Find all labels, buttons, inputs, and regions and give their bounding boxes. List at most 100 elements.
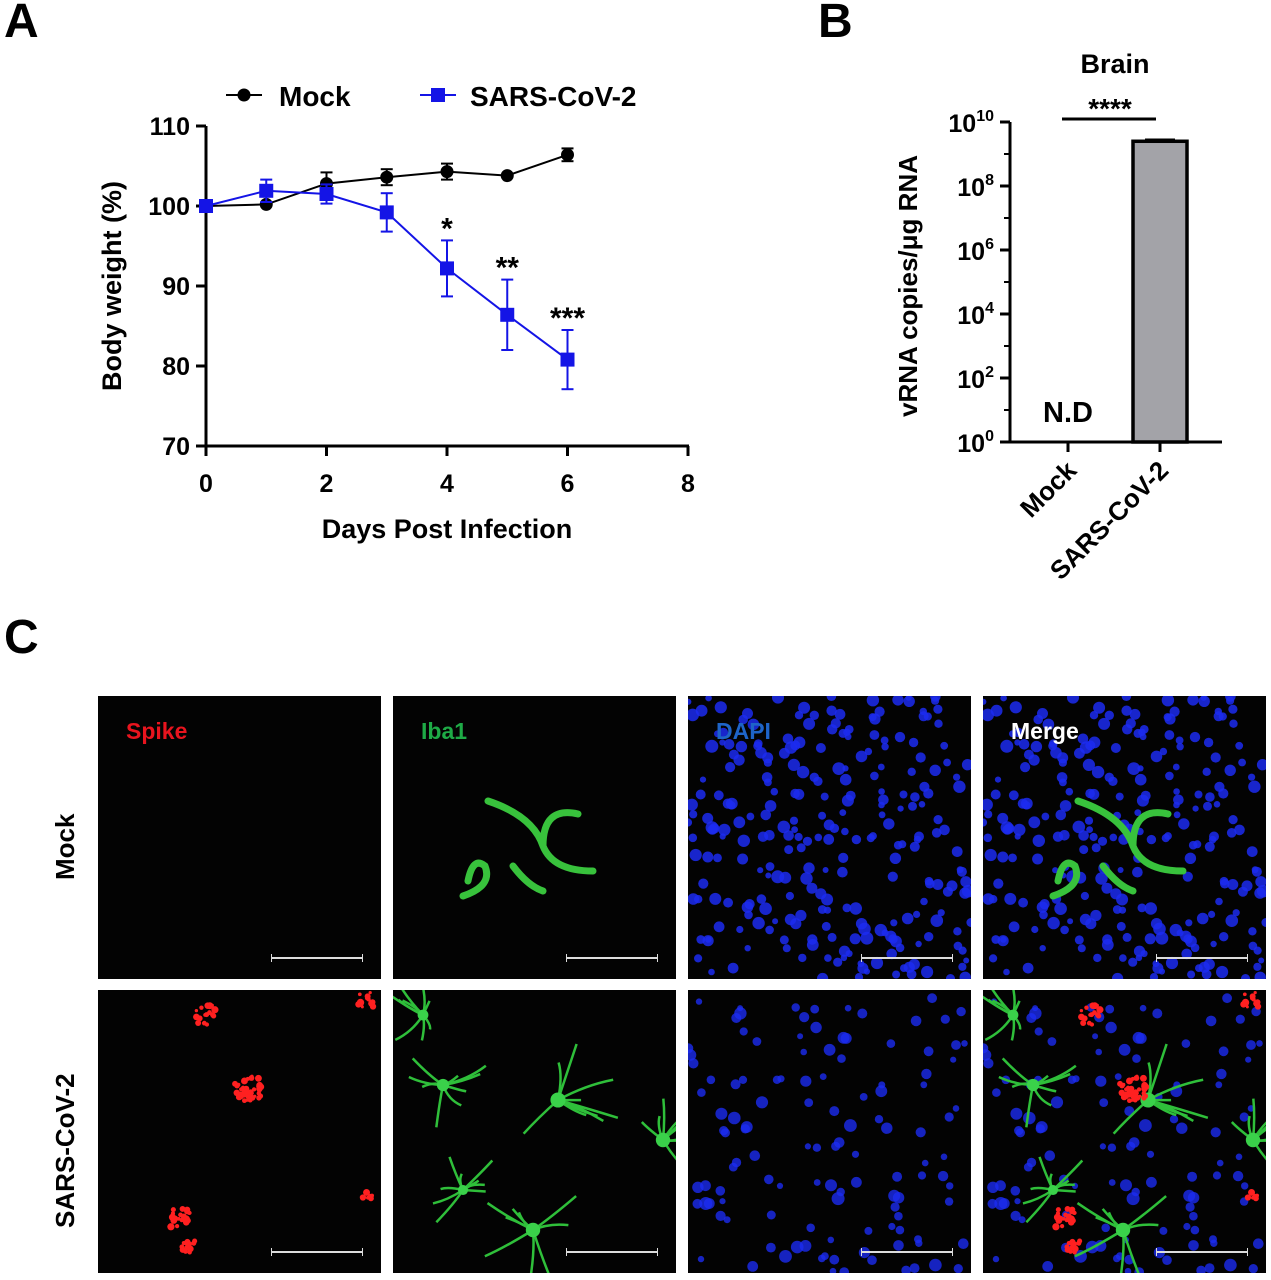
nucleus xyxy=(838,945,851,957)
nucleus xyxy=(1203,737,1214,748)
nucleus xyxy=(1214,781,1225,792)
nucleus xyxy=(733,816,746,829)
nucleus xyxy=(924,932,934,942)
not-detected-label: N.D xyxy=(1043,397,1093,429)
spike-puncta xyxy=(1250,1195,1255,1200)
nucleus xyxy=(1209,1235,1217,1244)
nucleus xyxy=(1072,820,1086,834)
nucleus xyxy=(890,919,898,927)
nucleus xyxy=(870,956,884,970)
spike-puncta xyxy=(170,1216,178,1224)
nucleus xyxy=(1072,1075,1080,1083)
nucleus xyxy=(881,1122,893,1134)
nucleus xyxy=(983,798,993,811)
nucleus xyxy=(1235,741,1244,750)
nucleus xyxy=(1173,794,1184,806)
nucleus xyxy=(1112,972,1124,979)
nucleus xyxy=(1212,1171,1222,1180)
nucleus xyxy=(826,696,837,701)
nucleus xyxy=(718,823,731,836)
nucleus xyxy=(897,805,904,812)
nucleus xyxy=(738,1075,748,1084)
nucleus xyxy=(800,1075,812,1087)
nucleus xyxy=(1182,871,1193,882)
nucleus xyxy=(827,724,838,735)
microglia-process xyxy=(1049,797,1187,900)
nucleus xyxy=(1089,832,1098,842)
nucleus xyxy=(688,708,699,722)
nucleus xyxy=(764,1174,774,1185)
nucleus xyxy=(844,1119,857,1132)
nucleus xyxy=(772,918,779,925)
nucleus xyxy=(939,824,950,836)
nucleus xyxy=(953,773,961,781)
scale-bar xyxy=(566,954,658,962)
nucleus xyxy=(992,1255,1000,1263)
nucleus xyxy=(739,1027,748,1036)
nucleus xyxy=(893,1240,904,1251)
nucleus xyxy=(951,846,963,857)
spike-puncta xyxy=(1061,1216,1066,1221)
nucleus xyxy=(1239,1112,1249,1122)
nucleus xyxy=(1169,1115,1179,1124)
nucleus xyxy=(742,708,753,719)
nucleus xyxy=(1032,1005,1039,1012)
nucleus xyxy=(759,902,772,915)
scale-bar xyxy=(1156,1248,1248,1256)
nucleus xyxy=(1121,696,1132,701)
spike-puncta xyxy=(1253,1000,1260,1007)
nucleus xyxy=(753,741,763,751)
nucleus xyxy=(987,1198,998,1209)
nucleus xyxy=(1226,696,1235,705)
nucleus xyxy=(797,1033,804,1040)
nucleus xyxy=(1086,826,1093,833)
spike-puncta xyxy=(1124,1087,1129,1092)
nucleus xyxy=(1018,739,1030,750)
nucleus xyxy=(1196,912,1209,925)
nucleus xyxy=(1140,790,1151,801)
nucleus xyxy=(1095,1075,1107,1087)
spike-puncta xyxy=(242,1093,247,1098)
nucleus xyxy=(832,762,846,775)
nucleus xyxy=(761,772,773,783)
spike-puncta xyxy=(357,992,362,997)
nucleus xyxy=(763,758,772,767)
nucleus xyxy=(933,704,943,714)
nucleus xyxy=(1042,718,1055,731)
nucleus xyxy=(915,752,926,763)
nucleus xyxy=(842,903,852,913)
x-tick-label: 8 xyxy=(681,470,695,498)
nucleus xyxy=(689,810,698,819)
nucleus xyxy=(697,1088,706,1097)
micrograph-iba1-mock: Iba1 xyxy=(393,696,676,979)
nucleus xyxy=(1214,707,1222,716)
nucleus xyxy=(1178,818,1190,830)
nucleus xyxy=(1162,1255,1172,1265)
nucleus xyxy=(688,833,698,843)
nucleus xyxy=(779,935,789,945)
nucleus xyxy=(1226,828,1237,838)
nucleus xyxy=(765,925,774,935)
nucleus xyxy=(766,1242,776,1253)
nucleus xyxy=(1014,833,1021,840)
nucleus xyxy=(1018,897,1028,908)
nucleus xyxy=(1065,787,1074,796)
nucleus xyxy=(713,921,725,933)
microglia-soma xyxy=(550,1092,566,1108)
nucleus xyxy=(818,811,827,820)
nucleus xyxy=(1028,754,1040,766)
nucleus xyxy=(1241,1182,1249,1190)
nucleus xyxy=(800,872,813,885)
nucleus xyxy=(713,853,722,863)
legend-label-sars-cov-2: SARS-CoV-2 xyxy=(470,81,636,112)
nucleus xyxy=(777,1075,785,1083)
nucleus xyxy=(1159,747,1168,756)
spike-puncta xyxy=(180,1213,187,1220)
nucleus xyxy=(821,893,834,906)
y-tick-label: 100 xyxy=(957,428,994,458)
nucleus xyxy=(764,800,777,812)
nucleus xyxy=(929,764,941,776)
nucleus xyxy=(1008,790,1019,801)
nucleus xyxy=(1224,764,1236,776)
spike-puncta xyxy=(1253,991,1257,995)
